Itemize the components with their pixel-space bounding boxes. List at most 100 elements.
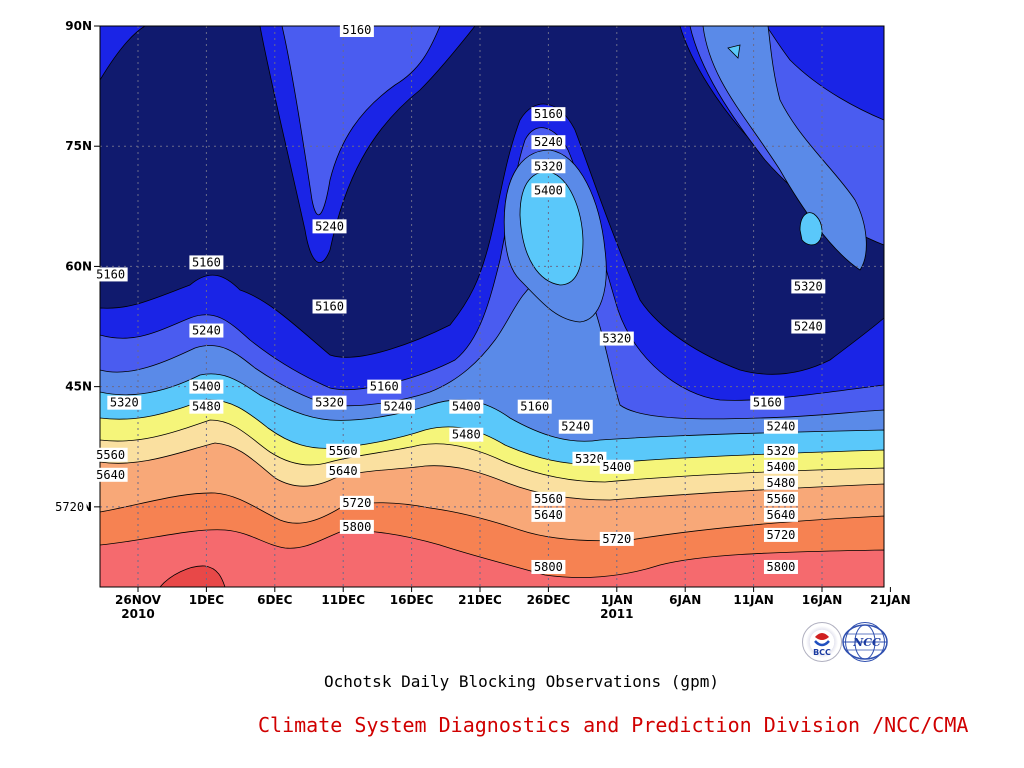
contour-label: 5320 bbox=[572, 451, 607, 466]
x-tick-label: 1JAN bbox=[601, 593, 633, 607]
contour-label: 5160 bbox=[531, 107, 566, 122]
contour-label-text: 5160 bbox=[753, 396, 782, 410]
contour-label-box bbox=[531, 159, 566, 174]
contour-label-box bbox=[763, 507, 798, 522]
contour-band bbox=[99, 25, 147, 82]
contour-label-text: 5160 bbox=[342, 23, 371, 37]
contour-label-text: 5160 bbox=[534, 107, 563, 121]
contour-label-text: 5640 bbox=[534, 508, 563, 522]
contour-label-box bbox=[599, 459, 634, 474]
contour-label: 5160 bbox=[367, 379, 402, 394]
bcc-logo: BCC bbox=[802, 622, 842, 662]
contour-label: 5720 bbox=[52, 499, 87, 514]
contour-label-text: 5400 bbox=[767, 460, 796, 474]
y-tick-label: 90N bbox=[65, 19, 92, 33]
contour-label: 5320 bbox=[312, 395, 347, 410]
contour-label-box bbox=[791, 279, 826, 294]
contour-label-box bbox=[763, 459, 798, 474]
contour-label-box bbox=[326, 443, 361, 458]
contour-band bbox=[702, 25, 867, 271]
x-tick-label: 26DEC bbox=[527, 593, 571, 607]
contour-label-text: 5800 bbox=[534, 560, 563, 574]
contour-label-text: 5160 bbox=[96, 267, 125, 281]
contour-label: 5240 bbox=[763, 419, 798, 434]
contour-label-box bbox=[572, 451, 607, 466]
contour-label-text: 5720 bbox=[767, 528, 796, 542]
contour-label-box bbox=[531, 107, 566, 122]
contour-band bbox=[727, 44, 741, 59]
contour-label: 5160 bbox=[189, 255, 224, 270]
contour-label-text: 5560 bbox=[329, 444, 358, 458]
contour-label-box bbox=[339, 495, 374, 510]
ncc-globe-icon: NCC bbox=[842, 624, 888, 660]
contour-label: 5320 bbox=[107, 395, 142, 410]
contour-label: 5240 bbox=[558, 419, 593, 434]
x-tick-year-label: 2010 bbox=[121, 607, 154, 621]
contour-label-text: 5320 bbox=[794, 279, 823, 293]
contour-label: 5720 bbox=[763, 527, 798, 542]
contour-label-text: 5480 bbox=[452, 428, 481, 442]
contour-label: 5560 bbox=[93, 447, 128, 462]
contour-label-box bbox=[339, 519, 374, 534]
contour-label: 5720 bbox=[339, 495, 374, 510]
contour-label: 5240 bbox=[312, 219, 347, 234]
contour-label-text: 5160 bbox=[520, 400, 549, 414]
contour-label-box bbox=[750, 395, 785, 410]
contour-label-text: 5640 bbox=[329, 464, 358, 478]
x-tick-label: 16JAN bbox=[802, 593, 843, 607]
contour-label-box bbox=[763, 527, 798, 542]
contour-label-box bbox=[93, 467, 128, 482]
x-tick-label: 16DEC bbox=[390, 593, 434, 607]
contour-label-text: 5400 bbox=[192, 380, 221, 394]
contour-label-text: 5320 bbox=[767, 444, 796, 458]
contour-label-box bbox=[531, 183, 566, 198]
contour-label-box bbox=[763, 419, 798, 434]
contour-label-text: 5240 bbox=[561, 420, 590, 434]
x-tick-label: 1DEC bbox=[189, 593, 225, 607]
contour-label: 5160 bbox=[517, 399, 552, 414]
contour-label-text: 5560 bbox=[96, 448, 125, 462]
contour-label: 5320 bbox=[531, 159, 566, 174]
contour-label-text: 5240 bbox=[794, 320, 823, 334]
contour-label: 5400 bbox=[189, 379, 224, 394]
contour-label-text: 5560 bbox=[534, 492, 563, 506]
contour-label: 5240 bbox=[380, 399, 415, 414]
contour-label: 5640 bbox=[93, 467, 128, 482]
contour-label-box bbox=[52, 499, 87, 514]
contour-label-text: 5640 bbox=[96, 468, 125, 482]
x-tick-label: 21JAN bbox=[870, 593, 911, 607]
contour-label-text: 5320 bbox=[110, 396, 139, 410]
contour-label-box bbox=[189, 399, 224, 414]
contour-band bbox=[799, 212, 823, 246]
contour-label: 5400 bbox=[449, 399, 484, 414]
contour-label-box bbox=[326, 463, 361, 478]
contour-label-box bbox=[763, 491, 798, 506]
contour-label: 5800 bbox=[763, 559, 798, 574]
contour-label-text: 5800 bbox=[767, 560, 796, 574]
contour-label: 5320 bbox=[791, 279, 826, 294]
contour-label-box bbox=[189, 323, 224, 338]
contour-label-box bbox=[93, 447, 128, 462]
contour-label-box bbox=[791, 319, 826, 334]
contour-label-text: 5320 bbox=[602, 332, 631, 346]
contour-band bbox=[159, 565, 226, 588]
contour-band bbox=[99, 529, 885, 588]
contour-label: 5240 bbox=[189, 323, 224, 338]
contour-label-box bbox=[339, 23, 374, 38]
contour-label: 5240 bbox=[791, 319, 826, 334]
contour-label: 5800 bbox=[531, 559, 566, 574]
contour-label-box bbox=[517, 399, 552, 414]
contour-label: 5640 bbox=[763, 507, 798, 522]
x-tick-label: 11JAN bbox=[733, 593, 774, 607]
contour-label-text: 5720 bbox=[55, 500, 84, 514]
contour-label: 5400 bbox=[531, 183, 566, 198]
contour-label-box bbox=[599, 331, 634, 346]
contour-label-text: 5160 bbox=[315, 300, 344, 314]
y-tick-label: 75N bbox=[65, 139, 92, 153]
contour-bands bbox=[99, 25, 885, 588]
contour-label-text: 5400 bbox=[452, 400, 481, 414]
contour-label-text: 5320 bbox=[575, 452, 604, 466]
contour-label-box bbox=[312, 219, 347, 234]
contour-label-text: 5160 bbox=[370, 380, 399, 394]
contour-label-box bbox=[93, 267, 128, 282]
